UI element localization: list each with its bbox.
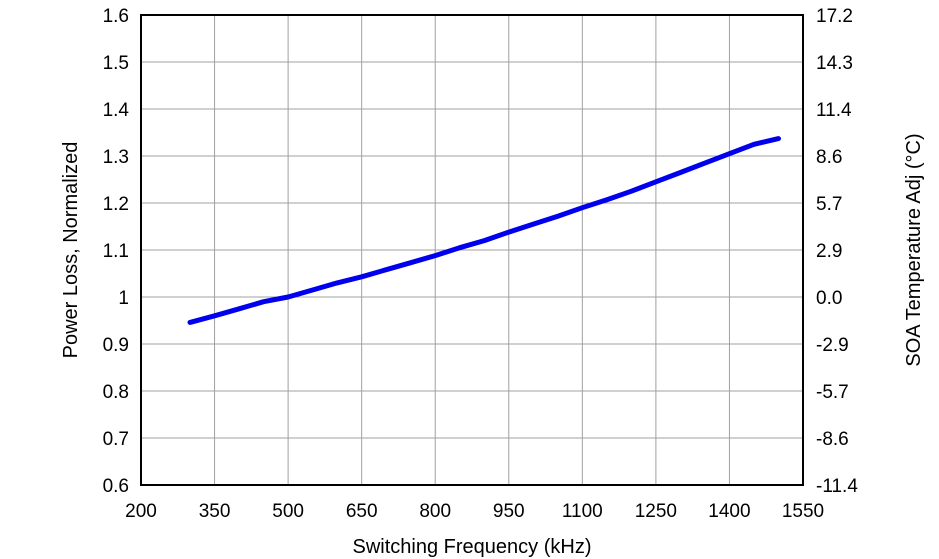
x-axis-ticks: 200 350 500 650 800 950 1100 1250 1400 1550 <box>125 501 824 522</box>
y-tick-label: 1.4 <box>103 100 130 121</box>
x-tick-label: 200 <box>125 501 157 522</box>
y2-tick-label: 8.6 <box>816 147 842 168</box>
y2-tick-label: 2.9 <box>816 241 842 262</box>
y2-tick-label: 5.7 <box>816 194 842 215</box>
y-axis-ticks: 0.6 0.7 0.8 0.9 1 1.1 1.2 1.3 1.4 1.5 1.6 <box>103 6 130 497</box>
y-tick-label: 1.2 <box>103 194 129 215</box>
y-tick-label: 0.9 <box>103 335 129 356</box>
y-axis-title: Power Loss, Normalized <box>60 142 82 359</box>
y2-tick-label: -5.7 <box>816 382 849 403</box>
y-tick-label: 0.8 <box>103 382 129 403</box>
x-tick-label: 800 <box>419 501 451 522</box>
y-tick-label: 1.6 <box>103 6 129 27</box>
y-tick-label: 0.7 <box>103 429 129 450</box>
plot-frame <box>140 14 804 486</box>
series-layer <box>187 136 781 325</box>
y-tick-label: 1.3 <box>103 147 129 168</box>
x-tick-label: 1400 <box>708 501 750 522</box>
x-tick-label: 1100 <box>562 501 603 522</box>
y2-tick-label: 17.2 <box>816 6 853 27</box>
y2-axis-ticks: -11.4 -8.6 -5.7 -2.9 0.0 2.9 5.7 8.6 11.4 14.3 17.… <box>816 6 858 497</box>
grid <box>141 15 803 485</box>
y2-tick-label: 11.4 <box>816 100 852 121</box>
y2-axis-title: SOA Temperature Adj (°C) <box>903 133 925 366</box>
x-tick-label: 350 <box>199 501 231 522</box>
y-tick-label: 1 <box>118 288 129 309</box>
x-tick-label: 500 <box>272 501 304 522</box>
y-tick-label: 0.6 <box>103 476 129 497</box>
y-tick-label: 1.5 <box>103 53 129 74</box>
y2-tick-label: 0.0 <box>816 288 842 309</box>
x-tick-label: 650 <box>346 501 378 522</box>
x-tick-label: 950 <box>493 501 525 522</box>
x-axis-title: Switching Frequency (kHz) <box>353 536 592 558</box>
y2-tick-label: -8.6 <box>816 429 849 450</box>
x-tick-label: 1550 <box>782 501 824 522</box>
power-loss-series-line <box>187 136 781 325</box>
y2-tick-label: 14.3 <box>816 53 853 74</box>
x-tick-label: 1250 <box>635 501 677 522</box>
y2-tick-label: -2.9 <box>816 335 849 356</box>
y-tick-label: 1.1 <box>103 241 129 262</box>
y2-tick-label: -11.4 <box>816 476 858 497</box>
